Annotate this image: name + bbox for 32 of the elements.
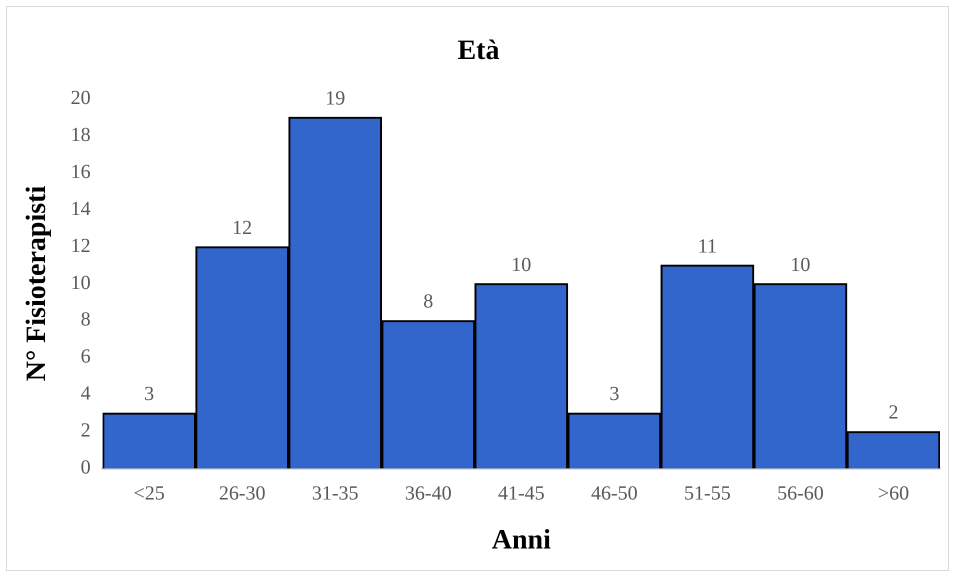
y-tick-label: 10 bbox=[70, 272, 91, 294]
x-tick-label: 51-55 bbox=[684, 482, 731, 505]
x-axis-title: Anni bbox=[492, 524, 552, 556]
x-tick-label: 26-30 bbox=[218, 482, 266, 505]
x-tick-label: 31-35 bbox=[312, 482, 359, 505]
y-tick-label: 6 bbox=[80, 346, 91, 368]
data-label: 19 bbox=[325, 87, 346, 110]
y-axis-title: N° Fisioterapisti bbox=[21, 186, 52, 382]
data-label: 10 bbox=[511, 254, 532, 276]
data-label: 3 bbox=[144, 383, 154, 406]
x-tick-label: <25 bbox=[133, 482, 165, 505]
data-label: 2 bbox=[888, 402, 898, 424]
y-tick-label: 16 bbox=[70, 160, 91, 183]
data-label: 3 bbox=[609, 383, 620, 406]
y-tick-label: 0 bbox=[80, 456, 91, 479]
y-tick-label: 4 bbox=[80, 382, 91, 405]
data-label: 8 bbox=[423, 290, 434, 313]
y-tick-label: 18 bbox=[70, 124, 91, 146]
chart-title: Età bbox=[458, 35, 500, 66]
x-tick-label: 36-40 bbox=[404, 482, 452, 505]
data-label: 12 bbox=[232, 216, 252, 239]
y-tick-label: 14 bbox=[70, 198, 91, 220]
x-tick-label: 41-45 bbox=[498, 482, 545, 505]
y-tick-label: 2 bbox=[80, 420, 91, 442]
x-tick-label: 46-50 bbox=[591, 482, 638, 505]
y-tick-label: 12 bbox=[70, 234, 91, 257]
x-tick-label: 56-60 bbox=[777, 482, 824, 505]
data-label: 10 bbox=[790, 254, 810, 276]
y-tick-label: 8 bbox=[80, 308, 91, 331]
data-label: 11 bbox=[698, 235, 718, 258]
x-tick-label: >60 bbox=[878, 482, 910, 505]
y-tick-label: 20 bbox=[70, 86, 91, 109]
